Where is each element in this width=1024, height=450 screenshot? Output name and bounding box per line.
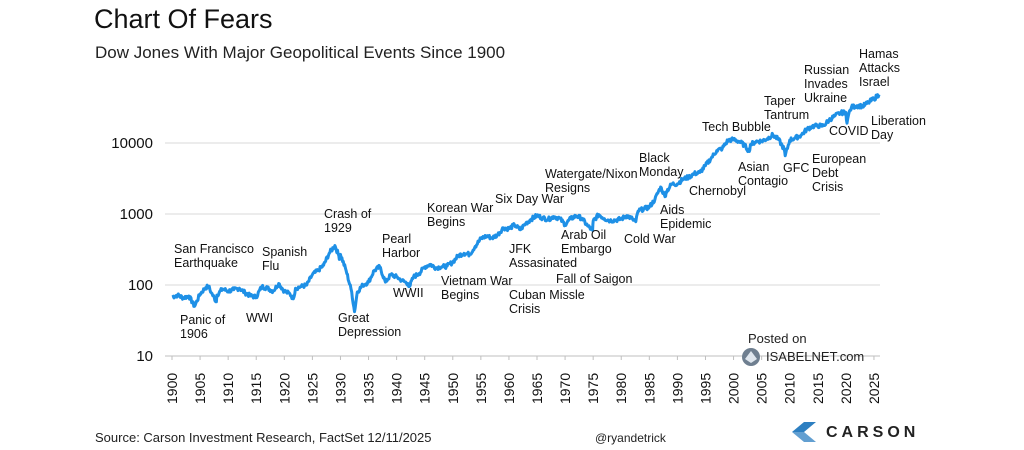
- event-annotation: Watergate/Nixon Resigns: [545, 167, 638, 195]
- event-annotation: WWI: [246, 311, 273, 325]
- watermark-label: Posted on: [748, 331, 807, 346]
- x-tick-label: 2020: [838, 373, 854, 404]
- event-annotation: Great Depression: [338, 311, 401, 339]
- x-tick-label: 1920: [276, 373, 292, 404]
- x-tick-label: 2000: [726, 373, 742, 404]
- event-annotation: Tech Bubble: [702, 120, 771, 134]
- event-annotation: Hamas Attacks Israel: [859, 47, 900, 89]
- event-annotation: Arab Oil Embargo: [561, 228, 612, 256]
- x-tick-label: 1970: [557, 373, 573, 404]
- isabelnet-logo-icon: [742, 348, 760, 366]
- x-tick-label: 1930: [332, 373, 348, 404]
- event-annotation: Fall of Saigon: [556, 272, 632, 286]
- event-annotation: Asian Contagio: [738, 160, 788, 188]
- event-annotation: European Debt Crisis: [812, 152, 866, 194]
- event-annotation: Vietnam War Begins: [441, 274, 513, 302]
- y-tick-label: 1000: [120, 206, 153, 223]
- event-annotation: Pearl Harbor: [382, 232, 420, 260]
- event-annotation: Black Monday: [639, 151, 684, 179]
- x-tick-label: 1965: [529, 373, 545, 404]
- event-annotation: WWII: [393, 286, 424, 300]
- x-tick-label: 1935: [361, 373, 377, 404]
- x-tick-label: 2010: [782, 373, 798, 404]
- x-tick-label: 1900: [164, 373, 180, 404]
- event-annotation: Russian Invades Ukraine: [804, 63, 849, 105]
- chart-title: Chart Of Fears: [94, 4, 273, 34]
- carson-brand-name: CARSON: [826, 424, 920, 441]
- x-tick-label: 1985: [641, 373, 657, 404]
- y-tick-label: 10000: [111, 135, 153, 152]
- x-tick-label: 1940: [389, 373, 405, 404]
- event-annotation: Liberation Day: [871, 114, 926, 142]
- dow-jones-line: [171, 93, 881, 314]
- event-annotation: Taper Tantrum: [764, 94, 809, 122]
- event-annotation: Six Day War: [495, 192, 564, 206]
- carson-brand: CARSON: [788, 418, 923, 446]
- event-annotation: Crash of 1929: [324, 207, 372, 235]
- y-tick-label: 10: [136, 348, 153, 365]
- event-annotation: Cold War: [624, 232, 676, 246]
- x-tick-label: 1925: [304, 373, 320, 404]
- event-annotation: Panic of 1906: [180, 313, 226, 341]
- x-tick-label: 1915: [248, 373, 264, 404]
- x-tick-label: 2025: [866, 373, 882, 404]
- x-tick-label: 1945: [417, 373, 433, 404]
- x-tick-label: 1910: [220, 373, 236, 404]
- x-tick-label: 2005: [754, 373, 770, 404]
- isabelnet-watermark: Posted on ISABELNET.com: [738, 331, 878, 371]
- source-note: Source: Carson Investment Research, Fact…: [95, 430, 432, 445]
- watermark-brand: ISABELNET.com: [766, 349, 865, 364]
- event-annotation: Aids Epidemic: [660, 203, 711, 231]
- x-tick-label: 1950: [445, 373, 461, 404]
- carson-logo-icon: [792, 422, 816, 442]
- x-tick-label: 2015: [810, 373, 826, 404]
- y-tick-label: 100: [128, 277, 153, 294]
- event-annotation: Cuban Missle Crisis: [509, 288, 585, 316]
- event-annotation: JFK Assasinated: [509, 242, 577, 270]
- chart-subtitle: Dow Jones With Major Geopolitical Events…: [95, 43, 506, 62]
- x-tick-label: 1990: [669, 373, 685, 404]
- event-annotation: Chernobyl: [689, 184, 746, 198]
- event-annotation: Korean War Begins: [427, 201, 493, 229]
- author-handle: @ryandetrick: [595, 431, 666, 445]
- x-tick-label: 1905: [192, 373, 208, 404]
- x-tick-label: 1955: [473, 373, 489, 404]
- x-tick-label: 1960: [501, 373, 517, 404]
- x-tick-label: 1995: [697, 373, 713, 404]
- x-tick-label: 1980: [613, 373, 629, 404]
- event-annotation: GFC: [783, 161, 809, 175]
- event-annotation: Spanish Flu: [262, 245, 307, 273]
- x-tick-label: 1975: [585, 373, 601, 404]
- event-annotation: COVID: [829, 124, 869, 138]
- event-annotation: San Francisco Earthquake: [174, 242, 254, 270]
